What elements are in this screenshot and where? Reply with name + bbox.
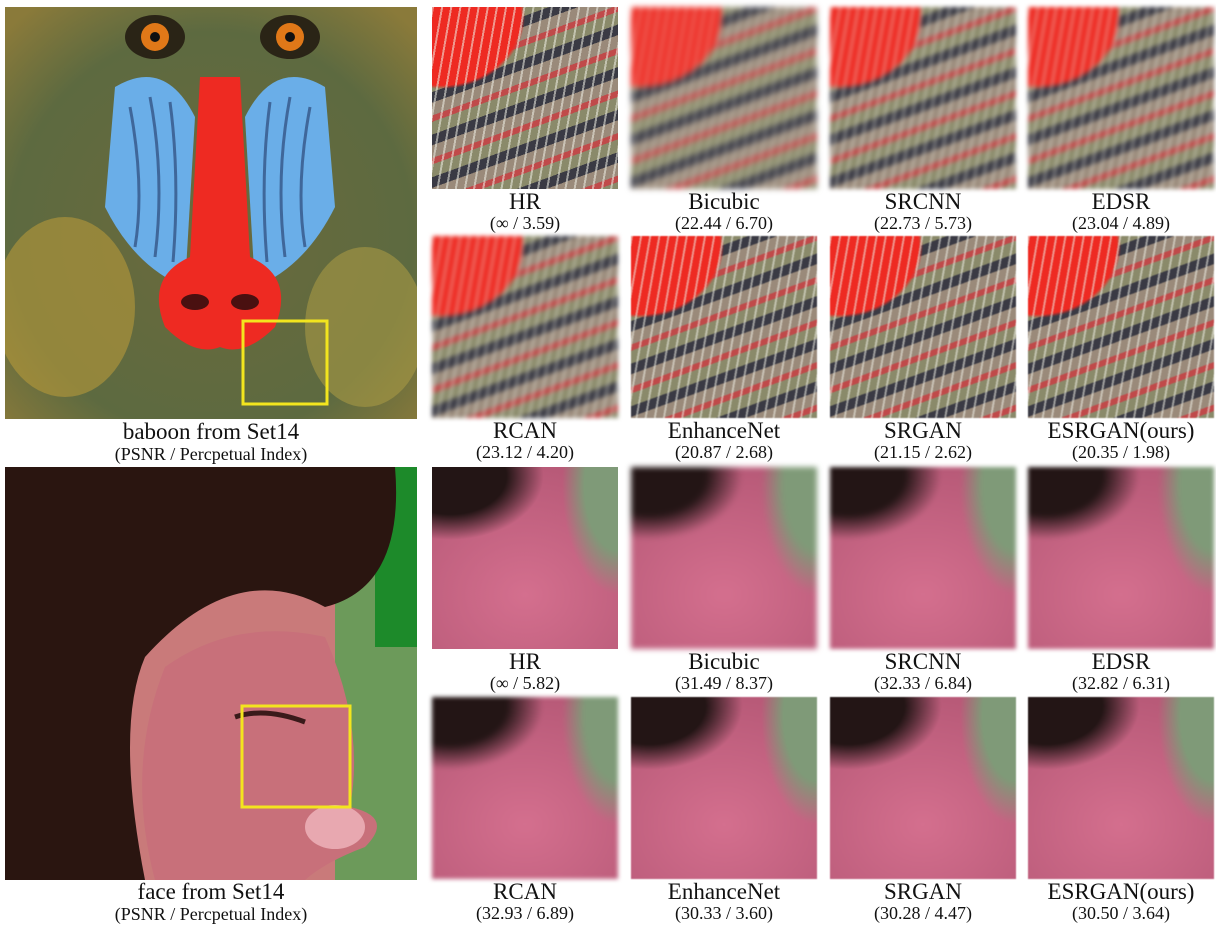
crop-image (631, 236, 817, 418)
method-label: HR (509, 649, 541, 674)
method-label: HR (509, 189, 541, 214)
metric-label: (20.35 / 1.98) (1072, 442, 1170, 462)
metric-label: (31.49 / 8.37) (675, 673, 773, 693)
metric-label: (30.28 / 4.47) (874, 903, 972, 923)
metric-label: (21.15 / 2.62) (874, 442, 972, 462)
metric-label: (32.33 / 6.84) (874, 673, 972, 693)
metric-label: (∞ / 3.59) (489, 213, 561, 233)
crop-image (432, 7, 618, 189)
metric-label: (22.44 / 6.70) (675, 213, 773, 233)
crop-image (1028, 697, 1214, 879)
metric-label: (23.04 / 4.89) (1072, 213, 1170, 233)
baboon-image (5, 7, 417, 419)
metric-label: (32.82 / 6.31) (1072, 673, 1170, 693)
metric-caption: (PSNR / Percpetual Index) (114, 904, 308, 924)
metric-label: (23.12 / 4.20) (476, 442, 574, 462)
crop-image (830, 697, 1016, 879)
method-label: Bicubic (688, 649, 760, 674)
face-image (5, 467, 417, 880)
method-label: EDSR (1091, 649, 1151, 674)
method-label: SRGAN (884, 879, 962, 904)
method-label: ESRGAN(ours) (1047, 879, 1195, 904)
method-label: EDSR (1091, 189, 1151, 214)
crop-image (432, 467, 618, 649)
crop-image (631, 7, 817, 189)
crop-image (1028, 7, 1214, 189)
metric-label: (∞ / 5.82) (489, 673, 561, 693)
method-label: RCAN (493, 879, 557, 904)
metric-label: (30.33 / 3.60) (675, 903, 773, 923)
metric-label: (32.93 / 6.89) (476, 903, 574, 923)
method-label: EnhanceNet (667, 879, 781, 904)
crop-image (1028, 467, 1214, 649)
metric-label: (30.50 / 3.64) (1072, 903, 1170, 923)
crop-image (830, 236, 1016, 418)
crop-image (432, 236, 618, 418)
method-label: SRGAN (884, 418, 962, 443)
crop-image (830, 467, 1016, 649)
method-label: EnhanceNet (667, 418, 781, 443)
metric-caption: (PSNR / Percpetual Index) (114, 444, 308, 464)
crop-image (631, 697, 817, 879)
image-caption: face from Set14 (137, 879, 285, 904)
metric-label: (20.87 / 2.68) (675, 442, 773, 462)
crop-image (631, 467, 817, 649)
method-label: SRCNN (884, 649, 962, 674)
method-label: SRCNN (884, 189, 962, 214)
method-label: RCAN (493, 418, 557, 443)
crop-image (830, 7, 1016, 189)
method-label: Bicubic (688, 189, 760, 214)
crop-image (432, 697, 618, 879)
crop-image (1028, 236, 1214, 418)
method-label: ESRGAN(ours) (1047, 418, 1195, 443)
metric-label: (22.73 / 5.73) (874, 213, 972, 233)
image-caption: baboon from Set14 (122, 419, 300, 444)
